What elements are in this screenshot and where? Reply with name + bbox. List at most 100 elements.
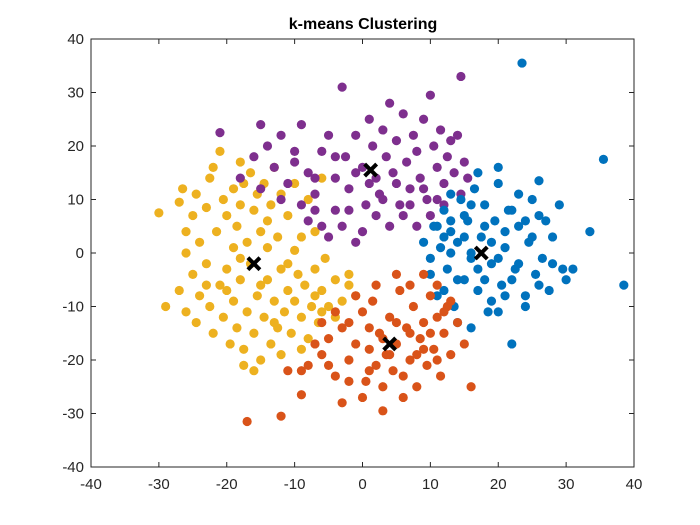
data-point xyxy=(330,205,340,215)
data-point xyxy=(558,264,568,274)
data-point xyxy=(330,307,340,317)
data-point xyxy=(364,366,374,376)
data-point xyxy=(323,232,334,242)
data-point xyxy=(378,406,388,416)
data-point xyxy=(364,178,374,189)
data-point xyxy=(466,382,476,392)
x-tick-label: 40 xyxy=(626,476,643,493)
y-tick-label: -10 xyxy=(62,299,84,316)
data-point xyxy=(507,205,517,215)
data-point xyxy=(218,194,228,205)
data-point xyxy=(442,152,452,162)
data-point xyxy=(435,243,446,253)
data-point xyxy=(174,285,184,296)
data-point xyxy=(391,269,402,279)
data-point xyxy=(439,285,449,296)
data-point xyxy=(269,317,279,328)
data-point xyxy=(398,371,408,381)
data-point xyxy=(425,328,435,338)
data-point xyxy=(296,232,307,242)
data-point xyxy=(211,227,222,237)
data-point xyxy=(385,350,395,360)
data-point xyxy=(154,208,164,218)
data-point xyxy=(181,307,191,317)
data-point xyxy=(330,173,340,183)
data-point xyxy=(395,285,405,296)
data-point xyxy=(303,360,313,370)
data-point xyxy=(235,200,245,210)
data-point xyxy=(310,339,320,349)
data-point xyxy=(459,157,469,167)
data-point xyxy=(222,210,232,221)
data-point xyxy=(222,285,232,296)
data-point xyxy=(188,210,198,221)
data-point xyxy=(215,280,225,290)
y-tick-label: 10 xyxy=(67,192,84,209)
x-tick-label: 20 xyxy=(490,476,507,493)
data-point xyxy=(269,296,279,306)
data-point xyxy=(344,205,354,215)
data-point xyxy=(317,285,327,296)
data-point xyxy=(317,317,327,328)
data-point xyxy=(398,109,408,119)
data-point xyxy=(256,355,266,365)
centroid-marker xyxy=(246,256,262,272)
data-point xyxy=(418,114,429,124)
data-point xyxy=(232,221,242,231)
data-point xyxy=(323,301,334,312)
data-point xyxy=(391,178,402,189)
x-tick-label: 0 xyxy=(358,476,366,493)
data-point xyxy=(256,184,266,194)
data-point xyxy=(222,264,232,274)
data-point xyxy=(554,200,564,210)
data-point xyxy=(252,291,262,301)
data-point xyxy=(476,232,486,242)
data-point xyxy=(493,307,503,317)
centroid-stroke xyxy=(473,245,489,261)
data-point xyxy=(452,317,463,328)
data-point xyxy=(561,275,571,285)
data-point xyxy=(344,376,354,386)
y-tick-label: 40 xyxy=(67,31,84,48)
data-point xyxy=(480,200,490,210)
data-point xyxy=(330,152,340,162)
data-point xyxy=(357,392,368,403)
data-point xyxy=(493,253,503,263)
data-point xyxy=(418,184,429,194)
data-point xyxy=(323,334,334,344)
data-point xyxy=(432,162,442,172)
data-point xyxy=(208,328,218,338)
data-point xyxy=(402,157,412,167)
data-point xyxy=(415,173,425,183)
data-point xyxy=(432,312,442,322)
data-point xyxy=(303,168,313,178)
data-point xyxy=(201,202,211,213)
data-point xyxy=(442,264,452,274)
data-point xyxy=(463,173,473,183)
data-point xyxy=(405,184,415,194)
data-points xyxy=(154,58,629,427)
data-point xyxy=(446,296,456,306)
data-point xyxy=(276,350,286,360)
data-point xyxy=(364,114,374,124)
data-point xyxy=(517,58,527,68)
cluster-4-points xyxy=(242,269,476,427)
data-point xyxy=(191,189,201,199)
data-point xyxy=(456,71,466,82)
cluster-2-points xyxy=(215,71,473,247)
data-point xyxy=(296,312,307,322)
data-point xyxy=(306,301,317,312)
data-point xyxy=(568,264,578,274)
data-point xyxy=(276,130,286,140)
centroid-markers xyxy=(246,162,489,352)
data-point xyxy=(446,227,456,237)
data-point xyxy=(310,173,320,183)
y-tick-label: -20 xyxy=(62,352,84,369)
data-point xyxy=(405,355,415,365)
data-point xyxy=(619,280,629,290)
data-point xyxy=(235,157,245,167)
data-point xyxy=(466,323,476,333)
data-point xyxy=(337,82,347,92)
data-point xyxy=(422,360,432,370)
data-point xyxy=(337,323,347,333)
